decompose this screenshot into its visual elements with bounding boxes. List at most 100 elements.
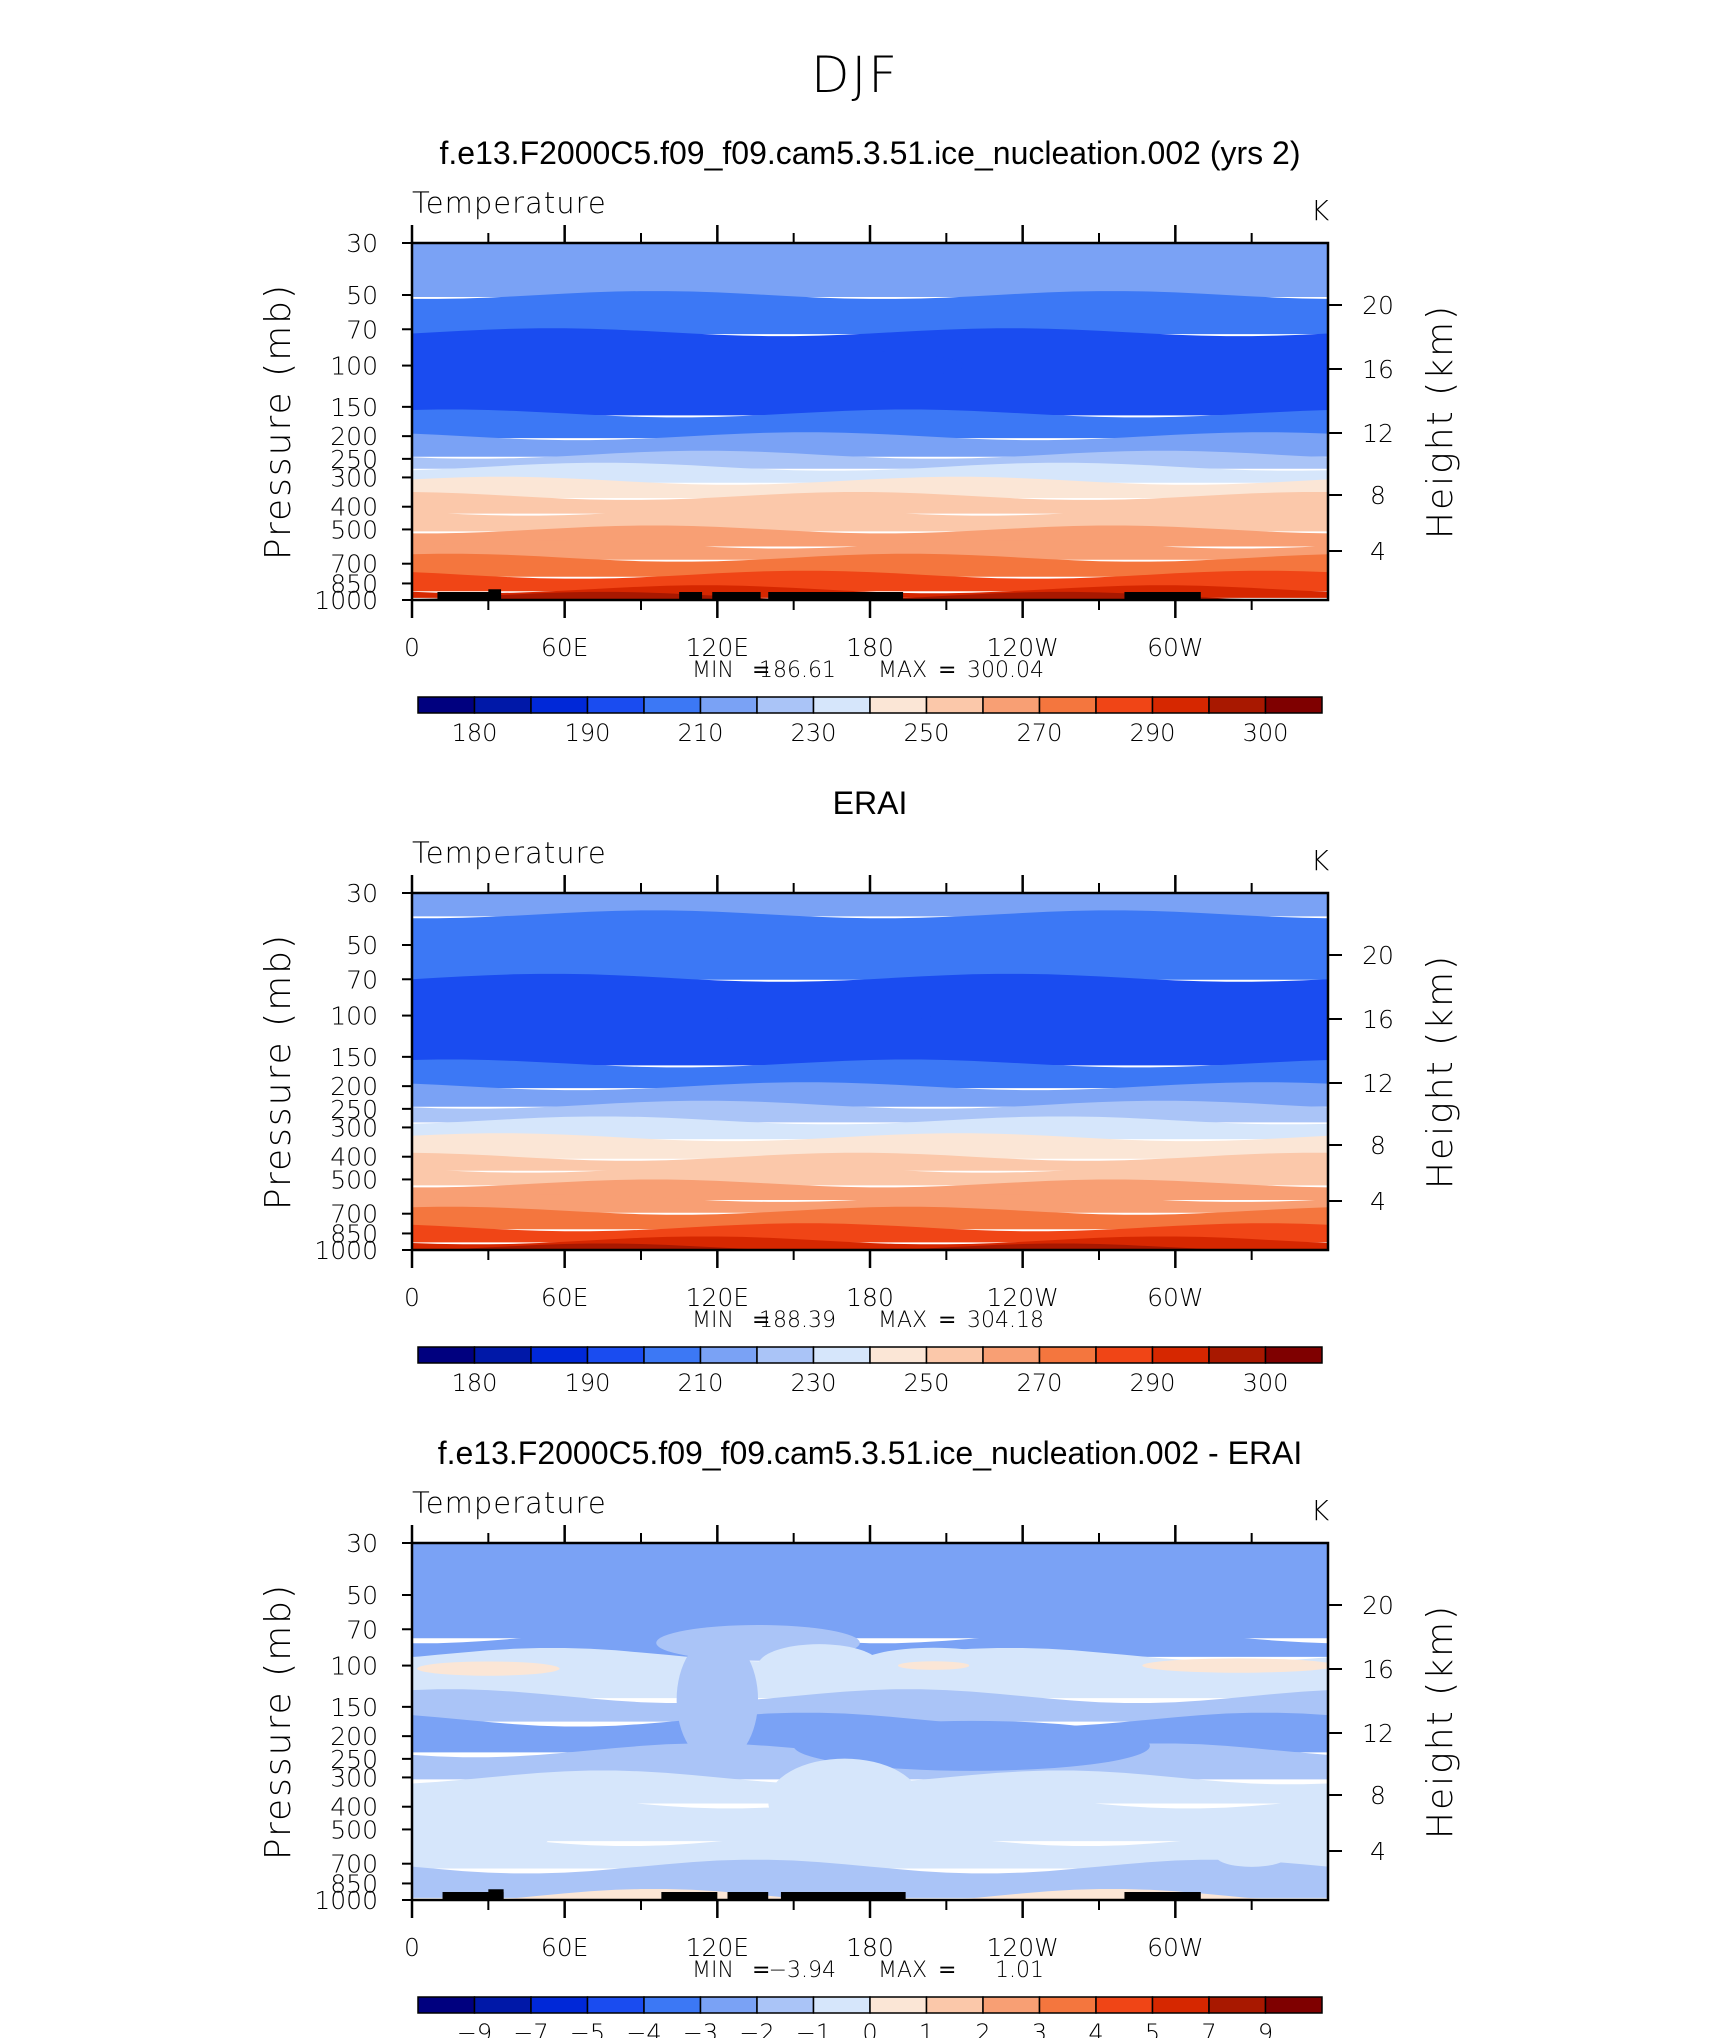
max-value: 304.18 [967,1308,1044,1333]
max-equals: = [938,1958,956,1983]
colorbar-label: −9 [457,2019,492,2038]
height-tick-label: 12 [1362,419,1394,448]
x-tick-label: 60W [1147,1933,1204,1962]
units-label: K [1311,194,1330,227]
colorbar-swatch [1151,696,1210,714]
units-label: K [1311,844,1330,877]
y-tick-label: 850 [330,1869,378,1898]
colorbar-swatch [699,1996,758,2014]
figure-title: DJF [811,46,899,104]
colorbar-label: 2 [975,2019,990,2038]
min-label: MIN [692,1308,734,1333]
contour-band [412,1543,1328,1639]
height-tick-label: 20 [1362,291,1394,320]
colorbar-swatch [982,1346,1041,1364]
contour-band [412,291,1328,335]
y-tick-label: 70 [346,1615,378,1644]
y-tick-label: 700 [330,550,378,579]
right-axis-label: Height (km) [1420,304,1461,539]
contour-band [412,1179,1328,1200]
colorbar-label: 3 [1032,2019,1047,2038]
max-value: 300.04 [967,658,1044,683]
y-tick-label: 850 [330,569,378,598]
terrain-peak [488,589,502,600]
colorbar-swatch [1095,696,1154,714]
terrain-mask [679,592,703,600]
colorbar-label: 270 [1017,719,1063,747]
colorbar-swatch [1208,696,1267,714]
colorbar-swatch [756,696,815,714]
x-tick-label: 180 [846,633,894,662]
terrain-mask [1124,592,1201,600]
contour-band [412,492,1328,514]
colorbar: 180 190 210 230 250 270 290 300 [417,1346,1323,1397]
colorbar-swatch [756,1996,815,2014]
contour-band [412,1152,1328,1171]
height-tick-label: 4 [1370,537,1386,566]
y-tick-label: 400 [330,493,378,522]
height-tick-label: 20 [1362,1591,1394,1620]
min-value: 188.39 [759,1308,836,1333]
colorbar-label: −3 [683,2019,718,2038]
contour-band [412,1133,1328,1159]
y-axis-label: Pressure (mb) [258,933,299,1210]
contour-band [412,462,1328,483]
y-tick-label: 30 [346,1529,378,1558]
colorbar-label: 210 [678,1369,724,1397]
panel-3: f.e13.F2000C5.f09_f09.cam5.3.51.ice_nucl… [258,1435,1461,2038]
colorbar-swatch [869,696,928,714]
left-string: Temperature [412,1486,607,1520]
colorbar-swatch [530,1346,589,1364]
colorbar-swatch [1264,1346,1323,1364]
panel-title: f.e13.F2000C5.f09_f09.cam5.3.51.ice_nucl… [440,135,1301,171]
panel-title: ERAI [833,785,908,821]
contour-blob [1142,1658,1328,1673]
colorbar-label: 180 [452,1369,498,1397]
y-tick-label: 400 [330,1143,378,1172]
colorbar-swatch [1264,696,1323,714]
terrain-mask [712,592,761,600]
x-tick-label: 60W [1147,1283,1204,1312]
terrain-mask [442,1892,494,1900]
y-axis-label: Pressure (mb) [258,283,299,560]
contour-band [412,1629,1328,1657]
contour-blob [648,349,965,382]
colorbar-swatch [1151,1996,1210,2014]
colorbar-label: 300 [1243,1369,1289,1397]
height-tick-label: 12 [1362,1719,1394,1748]
x-tick-label: 180 [846,1933,894,1962]
terrain-mask [727,1892,769,1900]
contour-blob [758,1644,881,1687]
y-tick-label: 300 [330,463,378,492]
contour-band [412,1116,1328,1140]
height-tick-label: 20 [1362,941,1394,970]
colorbar-swatch [417,1346,476,1364]
height-tick-label: 12 [1362,1069,1394,1098]
panel-2: ERAI Temperature K 0 60E 120E 180 120W 60W 30 50 70… [258,785,1461,1397]
y-tick-label: 100 [330,1002,378,1031]
colorbar-swatch [925,1996,984,2014]
colorbar-swatch [1095,1346,1154,1364]
left-string: Temperature [412,836,607,870]
colorbar-label: 230 [791,719,837,747]
y-tick-label: 500 [330,1165,378,1194]
y-tick-label: 850 [330,1219,378,1248]
colorbar-label: 270 [1017,1369,1063,1397]
terrain-mask [768,592,904,600]
max-label: MAX [878,1308,927,1333]
contour-band [412,591,1328,600]
colorbar-label: 210 [678,719,724,747]
y-tick-label: 500 [330,515,378,544]
colorbar-swatch [586,696,645,714]
colorbar-swatch [530,696,589,714]
colorbar-swatch [473,1346,532,1364]
colorbar-swatch [1095,1996,1154,2014]
colorbar-label: 250 [904,719,950,747]
contour-band [412,1832,1328,1869]
height-tick-label: 16 [1362,1655,1394,1684]
x-tick-label: 0 [404,633,420,662]
left-string: Temperature [412,186,607,220]
colorbar-label: 290 [1130,719,1176,747]
y-tick-label: 500 [330,1815,378,1844]
x-tick-label: 60E [541,1283,589,1312]
